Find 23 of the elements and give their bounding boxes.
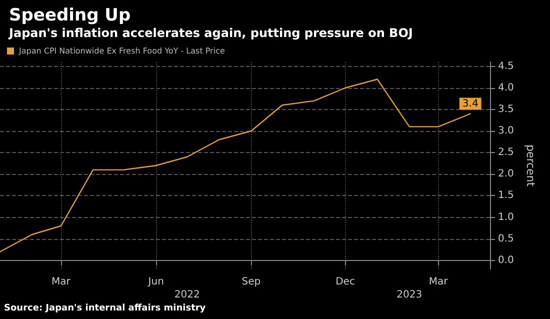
x-tick-label: Mar	[428, 276, 449, 288]
x2-tick-label: 2023	[396, 290, 422, 300]
y-tick-label: 2.5	[498, 147, 514, 158]
y-tick-label: 1.5	[498, 190, 514, 202]
y-axis-title: percent	[524, 144, 537, 188]
legend-label: Japan CPI Nationwide Ex Fresh Food YoY - Last Price	[18, 46, 225, 56]
y-tick-label: 3.0	[498, 126, 514, 136]
y-tick-label: 0.5	[498, 233, 514, 244]
y-tick-label: 1.0	[498, 212, 514, 223]
x2-tick-label: 2022	[174, 290, 200, 300]
chart-subtitle: Japan's inflation accelerates again, putting pressure on BOJ	[8, 26, 413, 40]
x-tick-label: Dec	[336, 276, 355, 288]
y-tick-label: 0.0	[498, 254, 514, 266]
x-tick-label: Sep	[242, 276, 261, 288]
x-tick-label: Jun	[147, 276, 164, 288]
chart-title: Speeding Up	[9, 6, 131, 26]
y-tick-label: 4.0	[498, 82, 514, 94]
x-tick-label: Mar	[52, 276, 72, 288]
y-tick-label: 4.5	[498, 60, 514, 72]
y-tick-label: 2.0	[498, 168, 514, 180]
y-tick-label: 3.5	[498, 104, 514, 115]
data-label: 3.4	[462, 98, 478, 110]
source-note: Source: Japan's internal affairs ministry	[4, 304, 206, 314]
